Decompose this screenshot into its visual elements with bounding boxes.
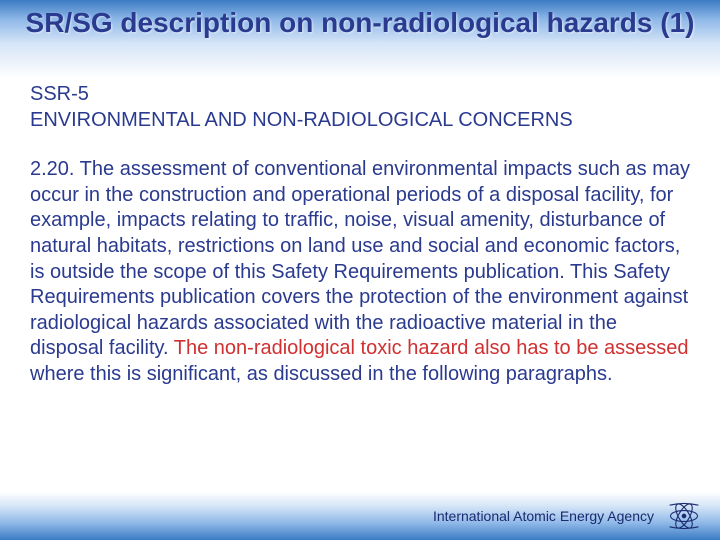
header-band: SR/SG description on non-radiological ha… bbox=[0, 0, 720, 78]
para-highlight: The non-radiological toxic hazard also h… bbox=[174, 337, 689, 359]
para-prefix: 2.20. The assessment of conventional env… bbox=[30, 158, 690, 359]
iaea-logo-icon bbox=[664, 498, 704, 534]
body-paragraph: 2.20. The assessment of conventional env… bbox=[30, 157, 690, 387]
content-area: SSR-5 ENVIRONMENTAL AND NON-RADIOLOGICAL… bbox=[0, 78, 720, 388]
slide-title: SR/SG description on non-radiological ha… bbox=[26, 6, 695, 40]
doc-subject: ENVIRONMENTAL AND NON-RADIOLOGICAL CONCE… bbox=[30, 108, 690, 134]
doc-code: SSR-5 bbox=[30, 82, 690, 108]
para-suffix: where this is significant, as discussed … bbox=[30, 363, 613, 385]
footer-band: International Atomic Energy Agency bbox=[0, 492, 720, 540]
footer-org-name: International Atomic Energy Agency bbox=[433, 508, 654, 524]
